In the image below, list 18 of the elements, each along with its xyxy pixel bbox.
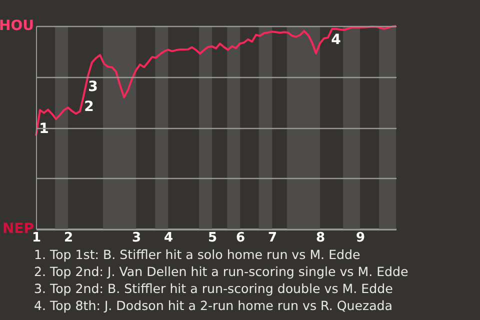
text: 2. Top 2nd: J. Van Dellen hit a run-scoring single vs M. Edde (34, 264, 409, 279)
x-tick-label: 1 (32, 230, 42, 246)
text: NEP (2, 221, 34, 237)
annotation: 4 (331, 32, 342, 48)
x-tick-label: 3 (132, 230, 142, 246)
text: HOU (0, 18, 34, 34)
annotation: 2 (84, 99, 94, 115)
x-tick-label: 5 (208, 230, 218, 246)
text: 3. Top 2nd: B. Stiffler hit a run-scoring double vs M. Edde (34, 281, 394, 296)
x-tick-label: 6 (236, 230, 246, 246)
x-tick-label: 7 (268, 230, 278, 246)
annotation: 3 (88, 79, 98, 95)
x-tick-label: 4 (164, 230, 174, 246)
text: 4. Top 8th: J. Dodson hit a 2-run home run vs R. Quezada (34, 298, 393, 313)
x-tick-label: 9 (356, 230, 366, 246)
text: 1. Top 1st: B. Stiffler hit a solo home run vs M. Edde (34, 247, 361, 262)
x-tick-label: 2 (64, 230, 74, 246)
x-tick-label: 8 (316, 230, 326, 246)
